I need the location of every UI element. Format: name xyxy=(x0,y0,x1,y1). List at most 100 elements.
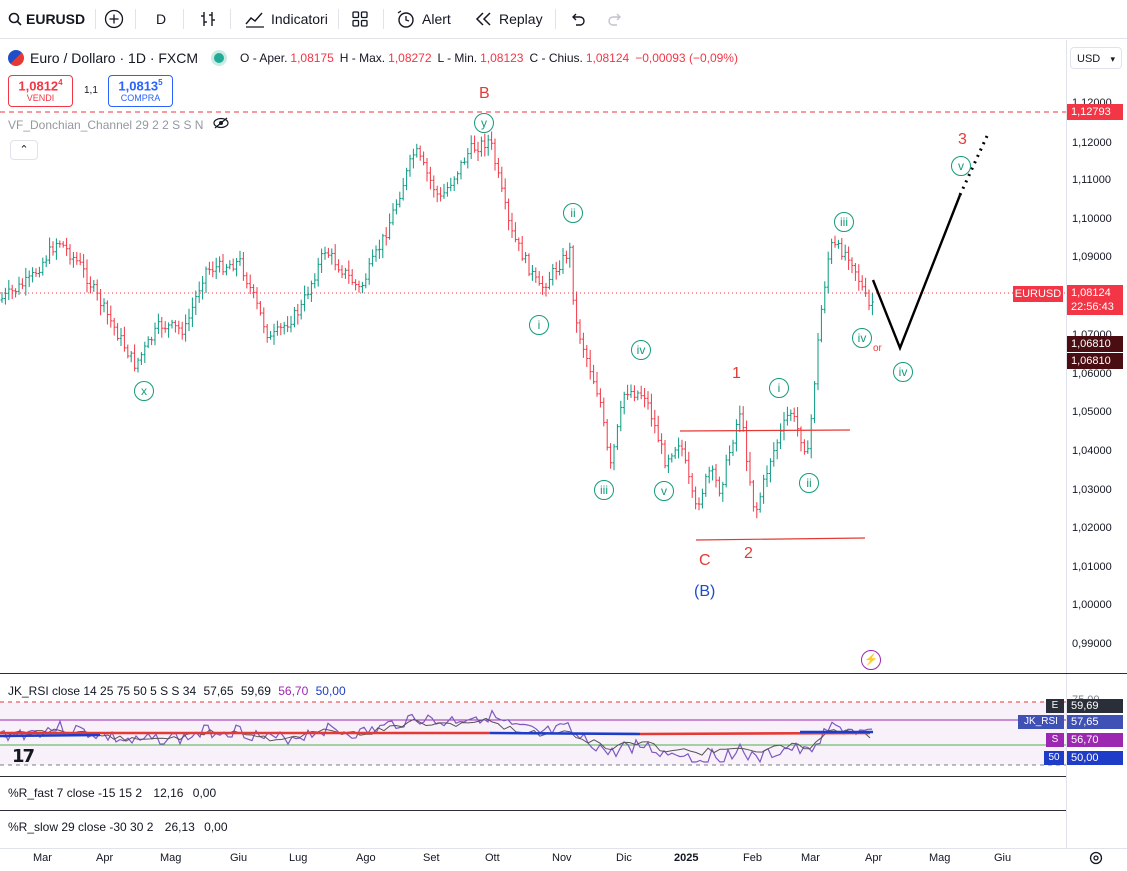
layouts-button[interactable] xyxy=(351,8,369,30)
compare-button[interactable] xyxy=(104,8,124,30)
wave-label-v: v xyxy=(654,481,674,501)
high-label: H - Max. xyxy=(339,51,386,65)
chevron-down-icon: ▾ xyxy=(1110,54,1115,64)
main-chart-pane[interactable] xyxy=(0,40,1066,673)
top-toolbar: EURUSD D Indicatori Alert Replay xyxy=(0,0,1127,39)
redo-button[interactable] xyxy=(606,8,624,30)
wave-label-iii: iii xyxy=(594,480,614,500)
toolbar-divider xyxy=(183,9,184,29)
level-b-label: 1,06810 xyxy=(1067,353,1123,369)
last-price-value: 1,08124 xyxy=(1071,287,1111,299)
price-tick: 1,12000 xyxy=(1072,137,1112,149)
wave-label-v-2: v xyxy=(951,156,971,176)
toolbar-divider xyxy=(555,9,556,29)
rsi-tag-50: 50 xyxy=(1044,751,1064,765)
rsi-chart[interactable] xyxy=(0,674,1066,774)
time-label: Feb xyxy=(743,852,762,864)
price-tick: 1,05000 xyxy=(1072,406,1112,418)
symbol-legend: Euro / Dollaro · 1D · FXCM O - Aper. 1,08… xyxy=(8,50,738,66)
buy-button[interactable]: 1,08135 COMPRA xyxy=(108,75,173,107)
last-price-label: 1,08124 22:56:43 xyxy=(1067,285,1123,315)
change-value: −0,00093 (−0,09%) xyxy=(635,51,738,65)
time-label: Mag xyxy=(929,852,951,864)
or-label: or xyxy=(873,343,882,354)
time-axis[interactable] xyxy=(0,848,1127,870)
price-tick: 1,02000 xyxy=(1072,522,1112,534)
rsi-value-4: 50,00 xyxy=(315,684,346,698)
time-label: Ago xyxy=(356,852,376,864)
wave-label-1: 1 xyxy=(732,365,741,382)
rsi-legend[interactable]: JK_RSI close 14 25 75 50 5 S S 34 57,65 … xyxy=(8,684,346,698)
chart-type-button[interactable] xyxy=(199,8,217,30)
redo-icon xyxy=(608,13,621,26)
toolbar-divider xyxy=(95,9,96,29)
wave-label-ii-2: ii xyxy=(799,473,819,493)
time-label: Apr xyxy=(96,852,114,864)
wave-label-C: C xyxy=(699,552,711,569)
toolbar-divider xyxy=(338,9,339,29)
time-label: Lug xyxy=(289,852,308,864)
time-label: Giu xyxy=(230,852,248,864)
price-tick: 1,11000 xyxy=(1072,174,1111,186)
wave-label-ii: ii xyxy=(563,203,583,223)
toolbar-divider xyxy=(383,9,384,29)
low-value: 1,08123 xyxy=(480,51,524,65)
pane-separator xyxy=(0,776,1066,777)
indicators-button[interactable]: Indicatori xyxy=(245,8,328,30)
sell-button[interactable]: 1,08124 VENDI xyxy=(8,75,73,107)
currency-label: USD xyxy=(1077,53,1101,65)
price-tick: 1,03000 xyxy=(1072,484,1112,496)
price-tick: 1,04000 xyxy=(1072,445,1112,457)
price-tick: 1,01000 xyxy=(1072,561,1112,573)
price-chart[interactable] xyxy=(0,40,1066,673)
time-label: Mag xyxy=(160,852,182,864)
currency-button[interactable]: USD ▾ xyxy=(1070,47,1122,69)
rsi-value-1: 57,65 xyxy=(203,684,234,698)
projection-path xyxy=(871,194,962,352)
rsi-tag-50-value: 50,00 xyxy=(1067,751,1123,765)
eye-hidden-icon[interactable] xyxy=(213,117,229,132)
time-label: Mar xyxy=(801,852,820,864)
price-bars xyxy=(0,131,874,519)
time-label: Nov xyxy=(552,852,572,864)
symbol-name: EURUSD xyxy=(26,11,86,27)
replay-button[interactable]: Replay xyxy=(475,8,543,30)
wave-label-iv: iv xyxy=(631,340,651,360)
price-tick: 1,06000 xyxy=(1072,368,1112,380)
symbol-title: Euro / Dollaro · 1D · FXCM xyxy=(30,50,199,66)
rsi-value-3: 56,70 xyxy=(278,684,309,698)
rfast-legend[interactable]: %R_fast 7 close -15 15 2 12,16 0,00 xyxy=(8,786,216,800)
rsi-name: JK_RSI close 14 25 75 50 5 S S 34 xyxy=(8,684,197,698)
close-value: 1,08124 xyxy=(585,51,630,65)
symbol-price-tag: EURUSD xyxy=(1013,286,1063,302)
flag-icon xyxy=(8,50,24,66)
interval-button[interactable]: D xyxy=(156,8,166,30)
indicator-legend[interactable]: VF_Donchian_Channel 29 2 2 S S N xyxy=(8,117,229,132)
alert-button[interactable]: Alert xyxy=(396,8,451,30)
time-label: Mar xyxy=(33,852,52,864)
symbol-search[interactable]: EURUSD xyxy=(8,8,85,30)
bar-chart-type-icon xyxy=(201,12,215,26)
plus-circle-icon xyxy=(104,9,124,29)
chevron-up-icon: ⌃ xyxy=(19,144,29,156)
level-price-label: 1,12793 xyxy=(1067,104,1123,120)
undo-button[interactable] xyxy=(569,8,587,30)
indicators-icon xyxy=(245,12,264,28)
low-label: L - Min. xyxy=(437,51,478,65)
indicator-name: VF_Donchian_Channel 29 2 2 S S N xyxy=(8,118,204,132)
wave-label-B-paren: (B) xyxy=(694,583,716,600)
settings-gear-icon[interactable] xyxy=(1088,850,1104,871)
alert-label: Alert xyxy=(422,11,451,27)
toolbar-divider xyxy=(135,9,136,29)
wave-label-y: y xyxy=(474,113,494,133)
rsi-tag-name-value: 57,65 xyxy=(1067,715,1123,729)
rslow-value-2: 0,00 xyxy=(204,820,228,834)
rslow-legend[interactable]: %R_slow 29 close -30 30 2 26,13 0,00 xyxy=(8,820,228,834)
sell-label: VENDI xyxy=(26,93,55,104)
time-label: Set xyxy=(423,852,440,864)
rfast-value-1: 12,16 xyxy=(153,786,184,800)
lightning-icon[interactable]: ⚡ xyxy=(861,650,881,670)
open-label: O - Aper. xyxy=(240,51,288,65)
indicators-label: Indicatori xyxy=(271,11,328,27)
collapse-legend-button[interactable]: ⌃ xyxy=(10,140,38,160)
